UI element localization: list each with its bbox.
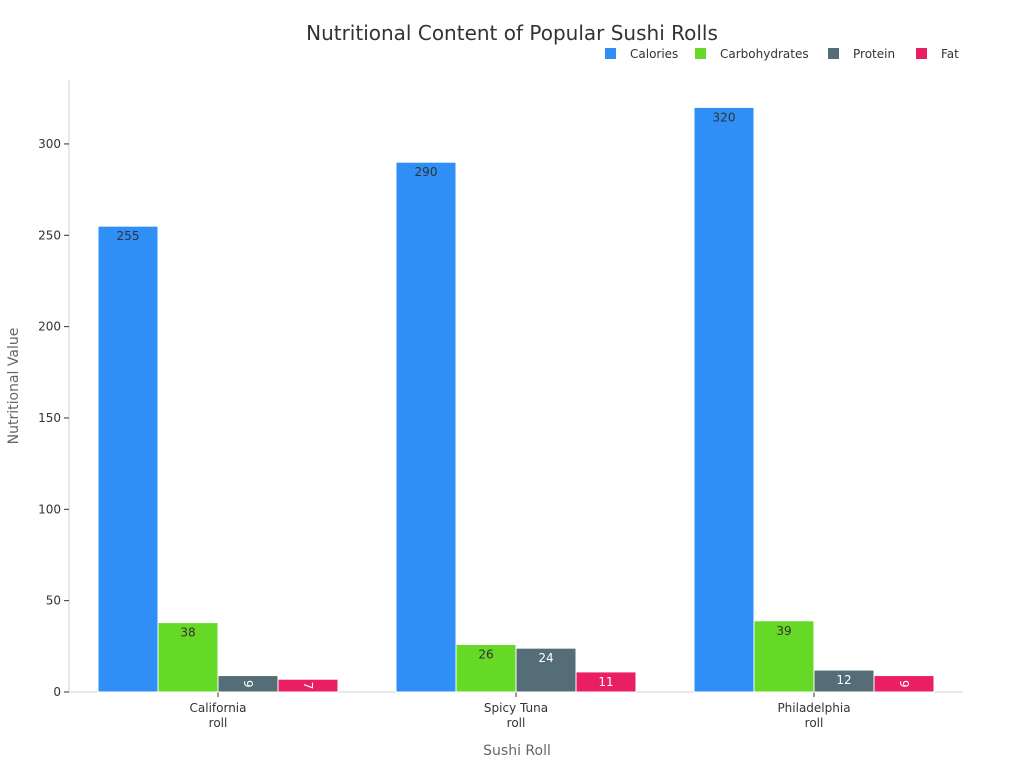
data-label: 255 (117, 229, 140, 243)
data-label: 12 (836, 673, 851, 687)
legend-label-carbohydrates: Carbohydrates (720, 47, 809, 61)
y-axis: 0 50 100 150 200 250 300 (38, 80, 70, 699)
bar-fat-0 (277, 678, 339, 693)
data-label: 290 (415, 165, 438, 179)
legend: Calories Carbohydrates Protein Fat (605, 47, 959, 61)
x-tick-label: Philadelphia roll (777, 701, 850, 730)
bar-labels: 255 38 9 7 290 26 24 11 320 39 12 9 (117, 110, 911, 689)
legend-swatch-fat (916, 48, 927, 59)
y-axis-title: Nutritional Value (6, 328, 22, 445)
bar-fat-1 (575, 671, 637, 693)
x-axis-title: Sushi Roll (483, 743, 551, 759)
x-axis: California roll Spicy Tuna roll Philadelphia… (69, 691, 963, 730)
data-label: 9 (897, 680, 911, 688)
bar-fat-2 (873, 675, 935, 693)
chart-title: Nutritional Content of Popular Sushi Rol… (306, 21, 718, 45)
x-tick-label: California roll (190, 701, 247, 730)
x-tick-label: Spicy Tuna roll (484, 701, 548, 730)
y-tick-label: 50 (46, 594, 61, 608)
y-tick-label: 300 (38, 137, 61, 151)
data-label: 24 (538, 651, 553, 665)
bar-calories-0 (97, 225, 159, 693)
legend-label-calories: Calories (630, 47, 678, 61)
legend-swatch-carbohydrates (695, 48, 706, 59)
y-tick-label: 0 (53, 685, 61, 699)
y-tick-label: 250 (38, 228, 61, 242)
bar-protein-1 (515, 647, 577, 693)
y-tick-label: 100 (38, 502, 61, 516)
legend-label-fat: Fat (941, 47, 959, 61)
data-label: 7 (301, 682, 315, 690)
legend-label-protein: Protein (853, 47, 895, 61)
data-label: 11 (598, 675, 613, 689)
y-tick-label: 200 (38, 320, 61, 334)
bar-carbohydrates-1 (455, 644, 517, 693)
legend-swatch-calories (605, 48, 616, 59)
data-label: 26 (478, 648, 493, 662)
bar-calories-2 (693, 106, 755, 693)
data-label: 320 (713, 110, 736, 124)
bar-carbohydrates-2 (753, 620, 815, 693)
bar-carbohydrates-0 (157, 622, 219, 693)
legend-swatch-protein (828, 48, 839, 59)
bars (97, 106, 935, 693)
bar-calories-1 (395, 161, 457, 693)
y-tick-label: 150 (38, 411, 61, 425)
data-label: 9 (241, 680, 255, 688)
data-label: 39 (776, 624, 791, 638)
data-label: 38 (180, 626, 195, 640)
